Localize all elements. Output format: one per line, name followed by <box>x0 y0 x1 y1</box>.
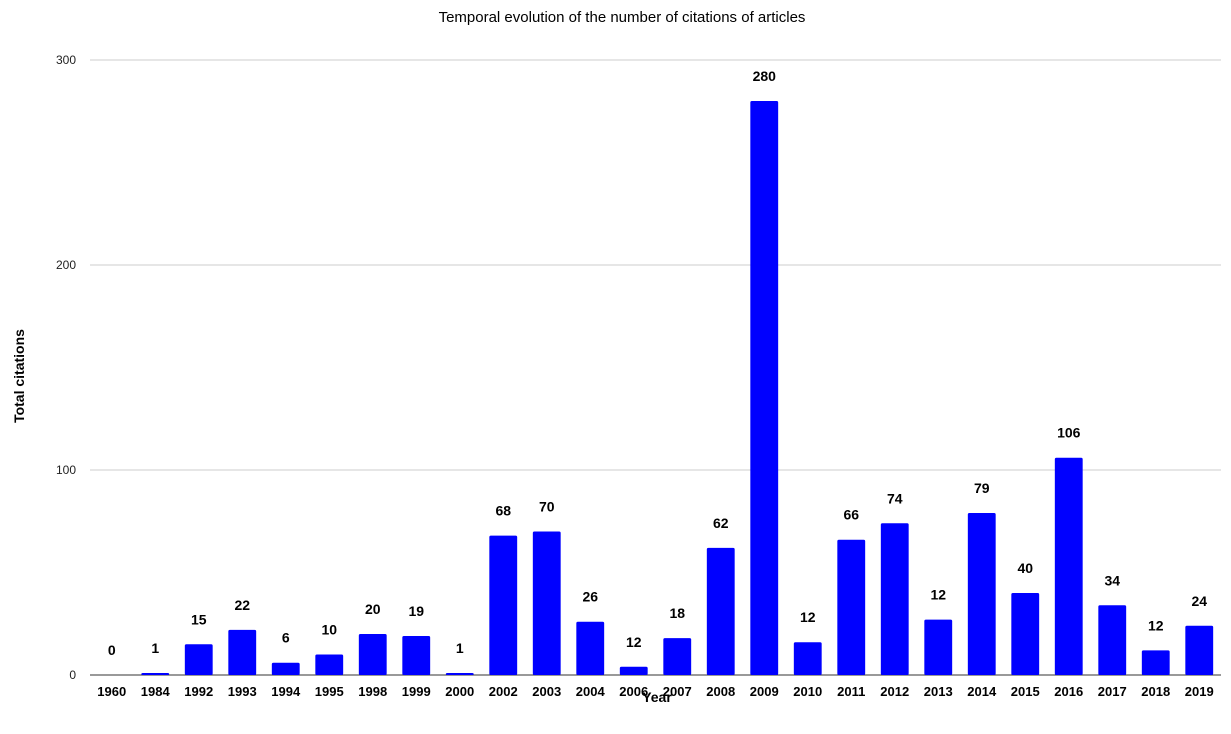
x-tick-label: 2010 <box>793 684 822 699</box>
bar-1984 <box>141 672 170 675</box>
bar-2002 <box>489 535 518 675</box>
bar-2017 <box>1098 605 1127 675</box>
x-tick-label: 2003 <box>532 684 561 699</box>
x-tick-label: 1992 <box>184 684 213 699</box>
bar-2019 <box>1185 625 1214 675</box>
y-axis-label: Total citations <box>11 329 27 423</box>
bar-2000 <box>445 672 474 675</box>
bar-2013 <box>924 619 953 675</box>
bar-1992 <box>184 644 213 675</box>
x-tick-label: 2008 <box>706 684 735 699</box>
data-label: 12 <box>800 609 816 625</box>
data-label: 6 <box>282 630 290 646</box>
data-label: 74 <box>887 490 903 506</box>
x-tick-label: 2019 <box>1185 684 1214 699</box>
data-label: 1 <box>151 640 159 656</box>
x-tick-label: 2013 <box>924 684 953 699</box>
bar-1999 <box>402 636 431 675</box>
data-label: 26 <box>582 589 598 605</box>
bar-2006 <box>619 666 648 675</box>
x-tick-label: 2014 <box>967 684 997 699</box>
data-label: 19 <box>408 603 424 619</box>
x-tick-label: 2009 <box>750 684 779 699</box>
bar-2008 <box>706 547 735 675</box>
bar-1995 <box>315 654 344 675</box>
bar-1993 <box>228 629 257 675</box>
data-label: 70 <box>539 499 555 515</box>
data-label: 79 <box>974 480 990 496</box>
x-tick-label: 2016 <box>1054 684 1083 699</box>
x-tick-label: 2012 <box>880 684 909 699</box>
data-label: 34 <box>1104 572 1120 588</box>
bar-1994 <box>271 662 300 675</box>
x-tick-label: 2002 <box>489 684 518 699</box>
bar-2009 <box>750 101 779 675</box>
data-label: 22 <box>234 597 250 613</box>
bar-2011 <box>837 539 866 675</box>
bar-2012 <box>880 523 909 675</box>
x-tick-label: 2015 <box>1011 684 1040 699</box>
x-tick-label: 1960 <box>97 684 126 699</box>
x-tick-label: 2011 <box>837 684 865 699</box>
data-label: 1 <box>456 640 464 656</box>
data-label: 106 <box>1057 425 1081 441</box>
x-tick-label: 2000 <box>445 684 474 699</box>
y-tick-label: 300 <box>56 53 76 67</box>
data-label: 18 <box>669 605 685 621</box>
bar-2004 <box>576 621 605 675</box>
x-tick-label: 2017 <box>1098 684 1127 699</box>
y-tick-label: 200 <box>56 258 76 272</box>
data-label: 15 <box>191 611 207 627</box>
x-axis-label: Year <box>642 689 672 705</box>
data-label: 12 <box>1148 617 1164 633</box>
x-tick-label: 1998 <box>358 684 387 699</box>
data-label: 24 <box>1191 593 1207 609</box>
data-label: 12 <box>626 634 642 650</box>
x-tick-label: 2004 <box>576 684 606 699</box>
x-tick-label: 2018 <box>1141 684 1170 699</box>
x-tick-label: 1994 <box>271 684 301 699</box>
data-label: 12 <box>930 587 946 603</box>
x-tick-label: 2007 <box>663 684 692 699</box>
bar-2003 <box>532 531 561 675</box>
x-tick-label: 1995 <box>315 684 344 699</box>
bar-2010 <box>793 642 822 675</box>
x-tick-label: 1984 <box>141 684 171 699</box>
data-label: 40 <box>1017 560 1033 576</box>
x-tick-label: 1999 <box>402 684 431 699</box>
data-label: 66 <box>843 507 859 523</box>
data-label: 68 <box>495 503 511 519</box>
data-label: 62 <box>713 515 729 531</box>
chart-title: Temporal evolution of the number of cita… <box>439 9 806 26</box>
x-tick-label: 1993 <box>228 684 257 699</box>
data-label: 0 <box>108 642 116 658</box>
y-tick-label: 100 <box>56 463 76 477</box>
data-label: 10 <box>321 622 337 638</box>
x-tick-label: 2006 <box>619 684 648 699</box>
y-tick-label: 0 <box>69 668 76 682</box>
bar-2015 <box>1011 593 1040 675</box>
bar-2014 <box>967 513 996 675</box>
data-label: 20 <box>365 601 381 617</box>
bar-2007 <box>663 638 692 675</box>
bar-2018 <box>1141 650 1170 675</box>
data-label: 280 <box>753 68 777 84</box>
bar-1998 <box>358 634 387 675</box>
bar-2016 <box>1054 457 1083 675</box>
